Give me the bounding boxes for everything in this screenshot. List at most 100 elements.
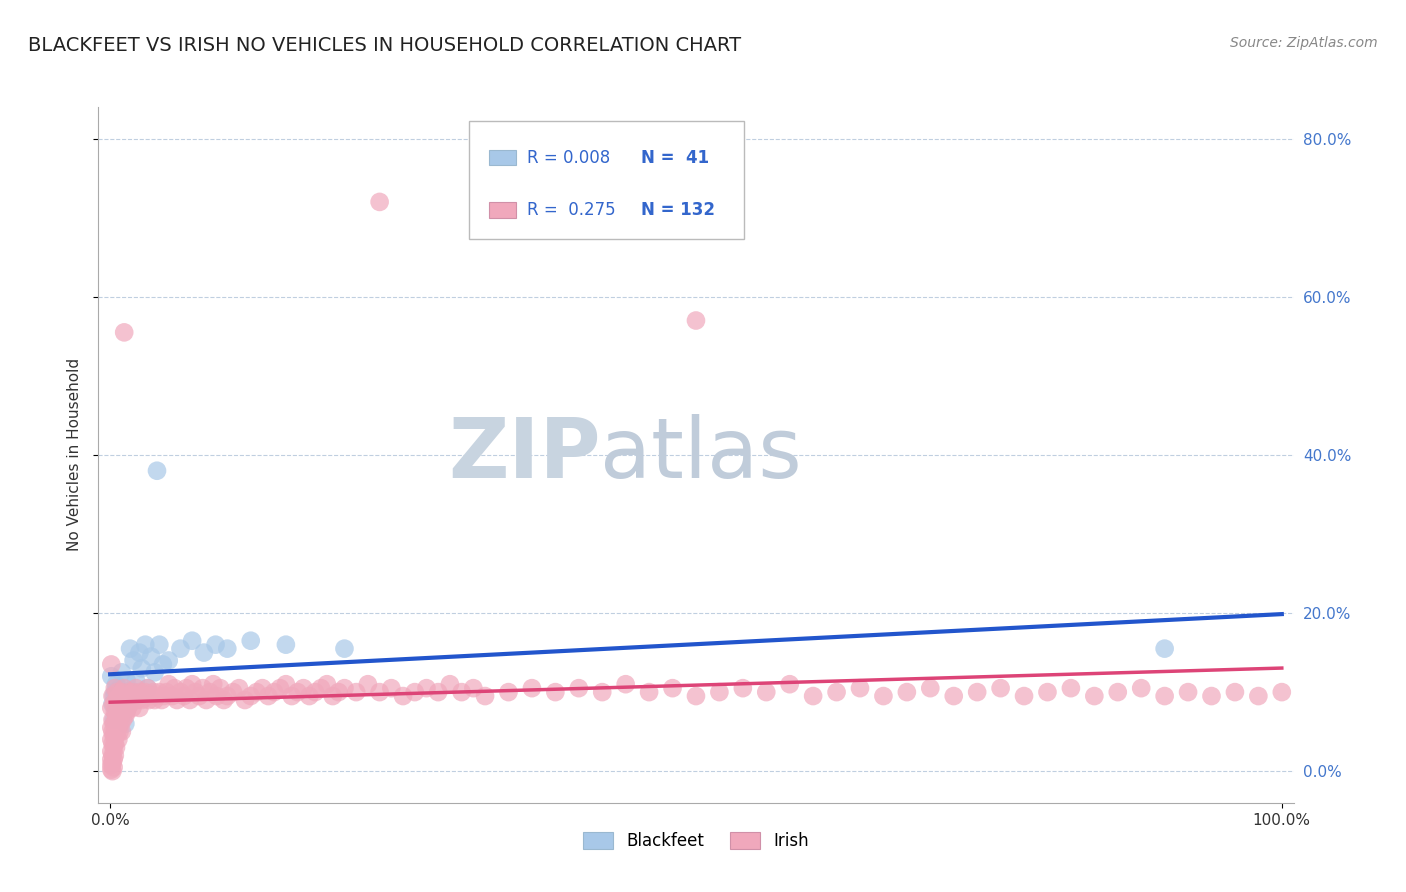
Point <box>103 740 125 755</box>
Point <box>204 638 226 652</box>
Point <box>450 685 472 699</box>
Point <box>439 677 461 691</box>
Point <box>101 697 124 711</box>
Point <box>427 685 450 699</box>
Point <box>157 653 180 667</box>
Point <box>105 685 128 699</box>
Point <box>269 681 291 695</box>
Point <box>108 681 131 695</box>
Point <box>125 673 148 688</box>
Point <box>107 697 129 711</box>
Point <box>105 740 128 755</box>
Point <box>181 677 204 691</box>
Point <box>114 693 136 707</box>
Point <box>661 681 683 695</box>
Point <box>110 701 132 715</box>
Point <box>136 681 159 695</box>
Point <box>100 763 122 777</box>
Point <box>1201 689 1223 703</box>
Point <box>125 681 148 695</box>
Point <box>298 689 321 703</box>
Text: BLACKFEET VS IRISH NO VEHICLES IN HOUSEHOLD CORRELATION CHART: BLACKFEET VS IRISH NO VEHICLES IN HOUSEH… <box>28 36 741 54</box>
Point <box>942 689 965 703</box>
Point <box>100 669 122 683</box>
Point <box>966 685 988 699</box>
Point <box>103 760 125 774</box>
Point <box>1107 685 1129 699</box>
Point <box>404 685 426 699</box>
Point <box>105 724 128 739</box>
Point <box>209 681 232 695</box>
Point <box>153 689 176 703</box>
Point <box>148 638 170 652</box>
Point <box>173 689 195 703</box>
Point <box>148 685 170 699</box>
Point <box>104 685 127 699</box>
Point <box>104 737 127 751</box>
Point <box>101 737 124 751</box>
Point <box>101 748 124 763</box>
Point <box>217 641 239 656</box>
Point <box>174 681 197 695</box>
Point <box>239 633 262 648</box>
Point <box>328 685 350 699</box>
Point <box>143 665 166 680</box>
Point <box>112 697 135 711</box>
Point <box>115 689 138 703</box>
Point <box>120 641 141 656</box>
Point <box>239 689 262 703</box>
Point <box>638 685 661 699</box>
Point <box>111 724 134 739</box>
Point <box>120 689 142 703</box>
Point <box>333 681 356 695</box>
Point <box>112 681 135 695</box>
Point <box>333 641 356 656</box>
Point <box>111 705 134 719</box>
Point <box>128 701 150 715</box>
Point <box>122 685 145 699</box>
Point <box>104 705 127 719</box>
Point <box>120 697 141 711</box>
Point <box>415 681 437 695</box>
Point <box>114 708 136 723</box>
Point <box>990 681 1012 695</box>
Point <box>157 677 180 691</box>
Point <box>591 685 613 699</box>
FancyBboxPatch shape <box>470 121 744 239</box>
Point <box>463 681 485 695</box>
Point <box>136 681 159 695</box>
Point <box>127 689 149 703</box>
Point <box>103 729 125 743</box>
Point <box>392 689 415 703</box>
Point <box>105 708 128 723</box>
Point <box>100 701 122 715</box>
Point <box>105 705 128 719</box>
Point <box>103 752 125 766</box>
Point <box>120 693 142 707</box>
Point <box>111 665 134 680</box>
Point <box>103 716 125 731</box>
Point <box>849 681 872 695</box>
Point <box>121 701 143 715</box>
Point <box>1153 641 1175 656</box>
Y-axis label: No Vehicles in Household: No Vehicles in Household <box>67 359 83 551</box>
Point <box>322 689 344 703</box>
Text: N = 132: N = 132 <box>641 201 716 219</box>
Point <box>202 677 225 691</box>
Point <box>217 689 239 703</box>
Point <box>344 685 367 699</box>
Point <box>287 685 309 699</box>
Point <box>104 748 127 763</box>
Point <box>357 677 380 691</box>
Point <box>920 681 942 695</box>
Point <box>103 689 125 703</box>
Point <box>128 646 150 660</box>
Point <box>252 681 274 695</box>
Point <box>142 685 165 699</box>
Point <box>1153 689 1175 703</box>
Point <box>825 685 848 699</box>
Point <box>112 697 135 711</box>
Point <box>134 685 156 699</box>
Point <box>181 633 204 648</box>
Point <box>117 701 139 715</box>
